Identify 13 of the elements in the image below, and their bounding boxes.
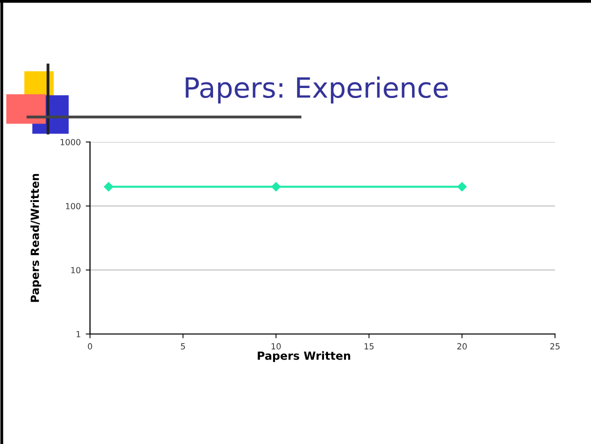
x-tick-label: 20: [457, 343, 467, 350]
x-tick-label: 25: [550, 343, 560, 350]
x-tick-label: 10: [272, 343, 281, 350]
y-tick-label: 1: [76, 331, 80, 338]
x-tick-label: 5: [180, 343, 185, 350]
y-tick-label: 10: [71, 266, 80, 274]
x-axis-title: Papers Written: [258, 351, 350, 362]
y-axis-title: Papers Read/Written: [30, 174, 42, 302]
x-tick-label: 15: [364, 343, 374, 350]
y-tick-label: 1000: [60, 138, 80, 146]
chart-title: Papers: Experience: [186, 76, 448, 104]
x-tick-label: 0: [88, 343, 92, 350]
y-tick-label: 100: [66, 202, 80, 210]
